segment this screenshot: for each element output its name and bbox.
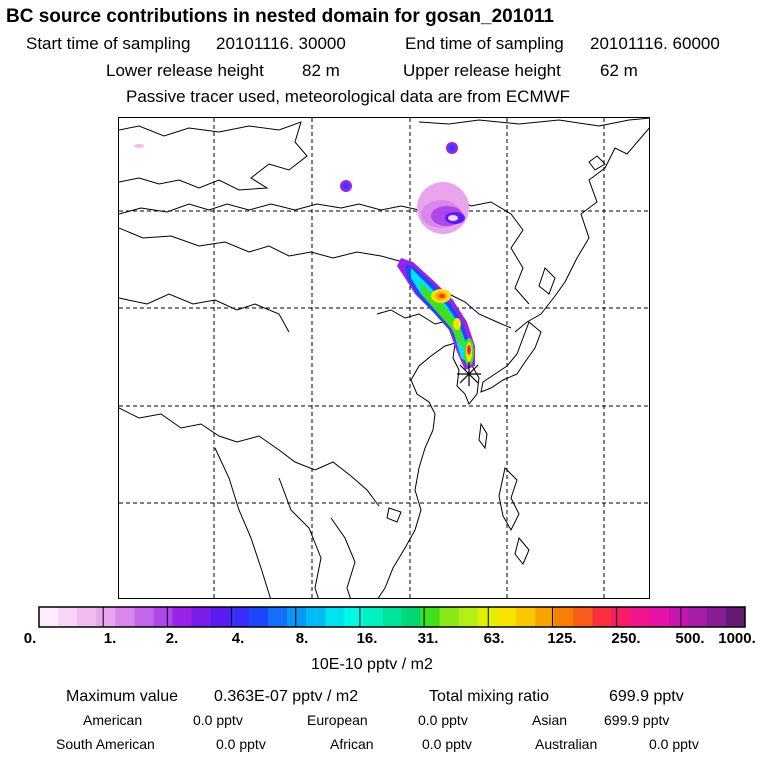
region-name: African <box>330 736 374 752</box>
total-mixing-value: 699.9 pptv <box>609 688 684 705</box>
tracer-plume <box>134 142 475 370</box>
lower-release-label: Lower release height <box>106 61 264 80</box>
colorbar-tick: 125. <box>547 630 577 647</box>
colorbar-segment <box>535 607 555 627</box>
colorbar-tick: 8. <box>295 630 309 647</box>
colorbar-segment <box>267 607 288 627</box>
region-value: 699.9 pptv <box>604 712 670 728</box>
colorbar-segment <box>554 607 574 627</box>
colorbar-segment <box>134 607 154 627</box>
colorbar-segment <box>458 607 479 627</box>
colorbar-segment <box>516 607 536 627</box>
max-value-label: Maximum value <box>66 688 179 705</box>
colorbar-tick: 63. <box>483 630 505 647</box>
colorbar-segment <box>229 607 250 627</box>
upper-release-value: 62 m <box>600 61 638 80</box>
total-mixing-label: Total mixing ratio <box>429 688 550 705</box>
plume-spot <box>449 145 455 151</box>
coastlines-and-borders <box>119 118 649 598</box>
colorbar-segment <box>153 607 174 627</box>
lower-release-value: 82 m <box>302 61 340 80</box>
region-value: 0.0 pptv <box>193 712 243 728</box>
colorbar-segment <box>382 607 403 627</box>
colorbar-segment <box>306 607 326 627</box>
colorbar-tick: 1000. <box>718 630 756 647</box>
colorbar-tick: 31. <box>417 630 439 647</box>
max-value: 0.363E-07 pptv / m2 <box>214 688 359 705</box>
plume-band-green <box>419 282 465 348</box>
map-canvas <box>119 118 649 598</box>
region-name: American <box>83 712 143 728</box>
colorbar-segment <box>210 607 231 627</box>
colorbar-segment <box>287 607 307 627</box>
map-panel <box>118 117 650 599</box>
region-value: 0.0 pptv <box>216 736 266 752</box>
region-name: European <box>307 712 368 728</box>
region-value: 0.0 pptv <box>422 736 472 752</box>
colorbar-tick: 16. <box>356 630 378 647</box>
plume-core-yellow <box>453 318 461 330</box>
plot-title: BC source contributions in nested domain… <box>6 6 554 27</box>
colorbar-unit: 10E-10 pptv / m2 <box>311 656 433 673</box>
colorbar-tick: 1. <box>103 630 117 647</box>
colorbar-segment <box>496 607 517 627</box>
region-value: 0.0 pptv <box>418 712 468 728</box>
colorbar-tick: 500. <box>675 630 705 647</box>
colorbar-segment <box>344 607 364 627</box>
colorbar-segment <box>325 607 345 627</box>
colorbar-segment <box>477 607 498 627</box>
start-time-value: 20101116. 30000 <box>216 34 346 53</box>
plume-spot <box>343 183 349 189</box>
colorbar <box>38 606 746 628</box>
end-time-value: 20101116. 60000 <box>590 34 720 53</box>
lat-lon-grid <box>119 118 649 598</box>
plume-core-red <box>439 294 445 298</box>
colorbar-segment <box>401 607 422 627</box>
colorbar-segment <box>706 607 727 627</box>
start-time-label: Start time of sampling <box>26 34 191 53</box>
colorbar-segment <box>96 607 116 627</box>
upper-release-label: Upper release height <box>403 61 561 80</box>
colorbar-segment <box>248 607 269 627</box>
colorbar-segment <box>611 607 632 627</box>
plume-core-magenta <box>467 348 471 352</box>
colorbar-segment <box>725 607 746 627</box>
colorbar-segment <box>420 607 441 627</box>
colorbar-border <box>38 606 746 628</box>
tracer-note: Passive tracer used, meteorological data… <box>126 87 571 106</box>
region-value: 0.0 pptv <box>649 736 699 752</box>
colorbar-tick: 250. <box>611 630 641 647</box>
colorbar-segment <box>39 607 59 627</box>
colorbar-segment <box>592 607 612 627</box>
region-name: South American <box>56 736 155 752</box>
colorbar-tick: 2. <box>165 630 179 647</box>
colorbar-segment <box>172 607 193 627</box>
colorbar-segment <box>191 607 212 627</box>
plume-blob <box>448 215 458 221</box>
colorbar-tick: 0. <box>23 630 37 647</box>
colorbar-segment <box>439 607 460 627</box>
receptor-star-icon <box>457 362 481 386</box>
colorbar-tick: 4. <box>231 630 245 647</box>
region-name: Asian <box>532 712 568 728</box>
region-name: Australian <box>535 736 598 752</box>
colorbar-segment <box>363 607 383 627</box>
colorbar-segment <box>77 607 97 627</box>
colorbar-segment <box>668 607 689 627</box>
colorbar-segment <box>630 607 651 627</box>
end-time-label: End time of sampling <box>405 34 564 53</box>
colorbar-segment <box>115 607 135 627</box>
colorbar-segment <box>573 607 593 627</box>
colorbar-segment <box>58 607 78 627</box>
colorbar-segment <box>687 607 708 627</box>
plume-spot <box>134 144 144 148</box>
colorbar-segment <box>649 607 670 627</box>
